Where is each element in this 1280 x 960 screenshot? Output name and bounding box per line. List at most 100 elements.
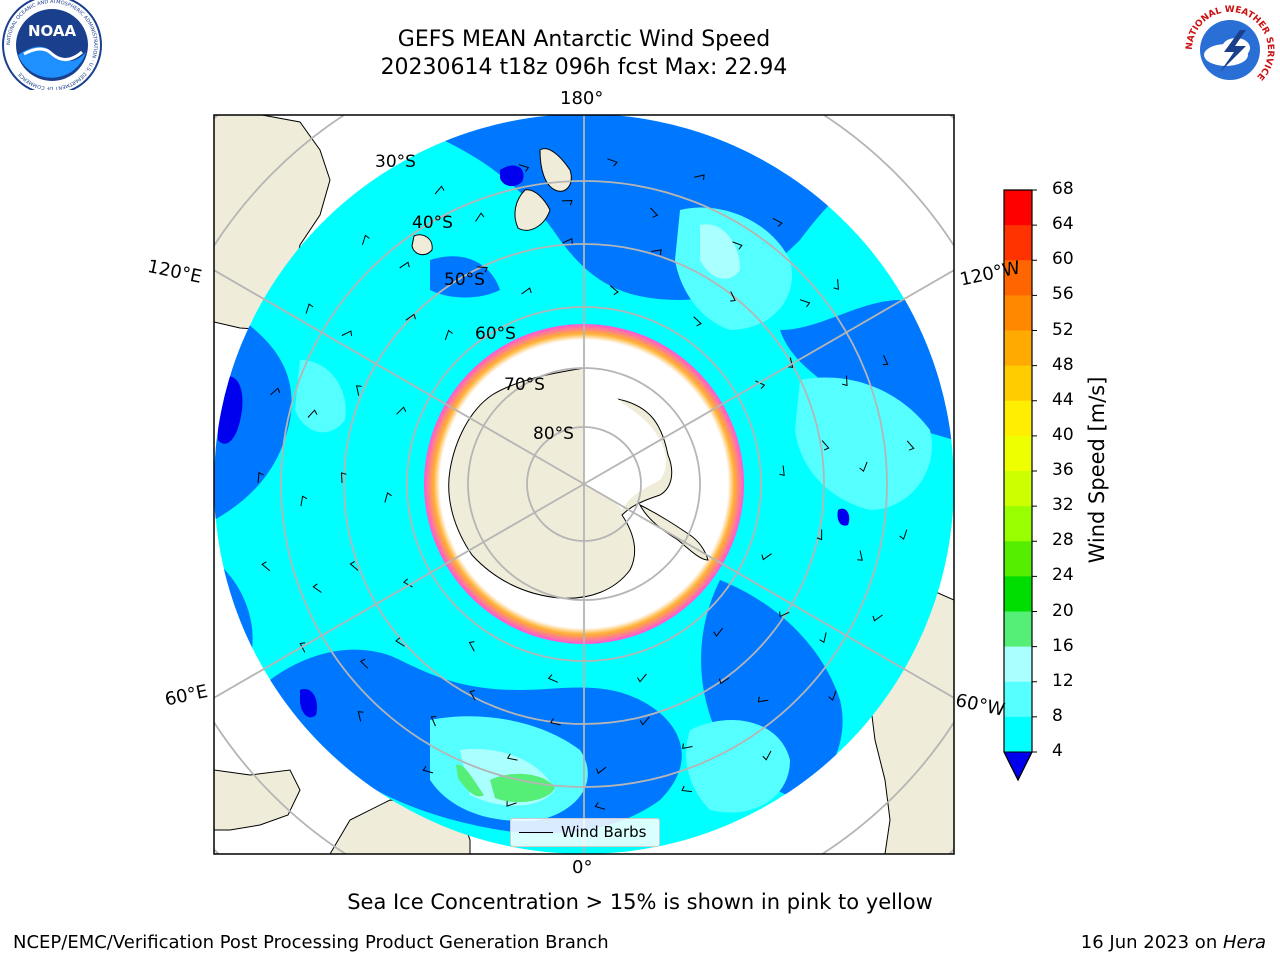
colorbar-segment (1004, 295, 1032, 331)
wind-barb (882, 354, 889, 366)
wind-barb (506, 801, 517, 807)
wind-barb (562, 237, 573, 244)
wind-barb (799, 299, 811, 308)
map-frame (213, 114, 955, 855)
colorbar-tick-label: 8 (1052, 705, 1063, 726)
colorbar-extend-arrow (1003, 751, 1033, 782)
wind-barb (872, 614, 883, 622)
wind-barb (477, 266, 488, 273)
wind-barb (609, 285, 619, 296)
wind-barb (762, 750, 772, 761)
wind-barb (506, 753, 518, 761)
legend-line-sample (519, 832, 553, 833)
colorbar-segment (1004, 716, 1032, 753)
lon-label-180: 180° (560, 88, 604, 109)
wind-barb (681, 785, 693, 793)
wind-barb (469, 690, 476, 701)
wind-barb (359, 658, 369, 669)
wind-barb (607, 158, 618, 167)
land-australia (214, 115, 331, 331)
colorbar-tick-label: 68 (1052, 179, 1074, 199)
noaa-logo-text: NOAA (28, 22, 77, 40)
wind-barb (772, 217, 783, 227)
wind-barb (547, 674, 558, 683)
colorbar-segment (1004, 365, 1032, 402)
wind-barb (396, 406, 407, 415)
wind-barb (361, 234, 370, 246)
wind-barb (693, 316, 702, 327)
footer-host: Hera (1222, 932, 1266, 953)
wind-barb (405, 313, 416, 321)
wind-barbs (257, 158, 915, 810)
wind-barb (475, 212, 485, 222)
wind-barb (761, 553, 772, 561)
colorbar-tick-label: 16 (1052, 635, 1074, 656)
nws-logo: NATIONAL WEATHER SERVICE (1182, 2, 1278, 98)
wind-barb (349, 560, 359, 571)
colorbar-segment (1004, 435, 1032, 472)
wind-barb (257, 472, 264, 483)
colorbar-segment (1004, 506, 1032, 542)
wind-barb (718, 677, 730, 685)
wind-barb (270, 387, 281, 396)
wind-barb (899, 529, 908, 540)
ross-ice-shelf (584, 368, 666, 510)
wind-barb (312, 583, 322, 593)
wind-barb (430, 716, 437, 727)
wind-band-12-16 (686, 720, 790, 813)
colorbar-tick-label: 20 (1052, 600, 1074, 621)
wind-band-16-20 (700, 224, 740, 279)
colorbar-tick-label: 36 (1052, 460, 1074, 480)
lon-label-0: 0° (572, 857, 593, 878)
lat-label-80s: 80°S (533, 424, 574, 444)
colorbar-tick-label: 64 (1052, 214, 1074, 235)
wind-barb (299, 642, 306, 653)
footer-date: 16 Jun 2023 on Hera (1081, 932, 1266, 953)
colorbar-tick-label: 60 (1052, 249, 1074, 270)
legend: Wind Barbs (510, 818, 660, 847)
colorbar-segment (1004, 330, 1032, 367)
land-new-zealand (514, 148, 572, 231)
wind-band-20-24 (490, 773, 555, 803)
wind-barb (384, 492, 392, 503)
wind-barb (636, 673, 647, 683)
wind-band-below-4 (300, 689, 318, 718)
wind-band-20-24 (456, 764, 484, 797)
wind-barb (682, 743, 693, 750)
colorbar (1003, 189, 1037, 782)
wind-barb (713, 627, 724, 637)
colorbar-tick-label: 48 (1052, 354, 1074, 375)
colorbar-tick-label: 32 (1052, 495, 1074, 516)
lat-label-60s: 60°S (475, 324, 516, 344)
colorbar-tick-label: 4 (1052, 741, 1063, 761)
wind-barb (842, 375, 848, 387)
wind-barb (422, 765, 434, 774)
colorbar-tick-label: 28 (1052, 530, 1074, 551)
wind-barb (787, 357, 794, 368)
colorbar-segment (1004, 225, 1032, 261)
footer-date-prefix: 16 Jun 2023 on (1080, 932, 1223, 953)
wind-barb (828, 690, 837, 701)
colorbar-segment (1004, 541, 1032, 577)
sea-ice-footnote: Sea Ice Concentration > 15% is shown in … (347, 890, 933, 914)
colorbar-tick-label: 44 (1052, 389, 1074, 410)
wind-barb (857, 550, 863, 561)
colorbar-segment (1004, 471, 1032, 507)
wind-band-12-16 (795, 377, 932, 510)
colorbar-segment (1004, 611, 1032, 648)
lat-label-70s: 70°S (504, 375, 545, 395)
wind-barb (779, 611, 790, 618)
colorbar-tick-label: 52 (1052, 319, 1074, 340)
wind-barb (757, 696, 769, 703)
wind-barb (833, 279, 839, 290)
wind-barb (305, 303, 314, 314)
colorbar-segment (1004, 646, 1032, 683)
colorbar-outline (1003, 189, 1033, 782)
wind-barb (594, 802, 606, 810)
land-tasmania (411, 234, 433, 256)
title-line-1: GEFS MEAN Antarctic Wind Speed (397, 27, 771, 52)
wind-barb (357, 711, 364, 722)
wind-barb (596, 766, 607, 775)
